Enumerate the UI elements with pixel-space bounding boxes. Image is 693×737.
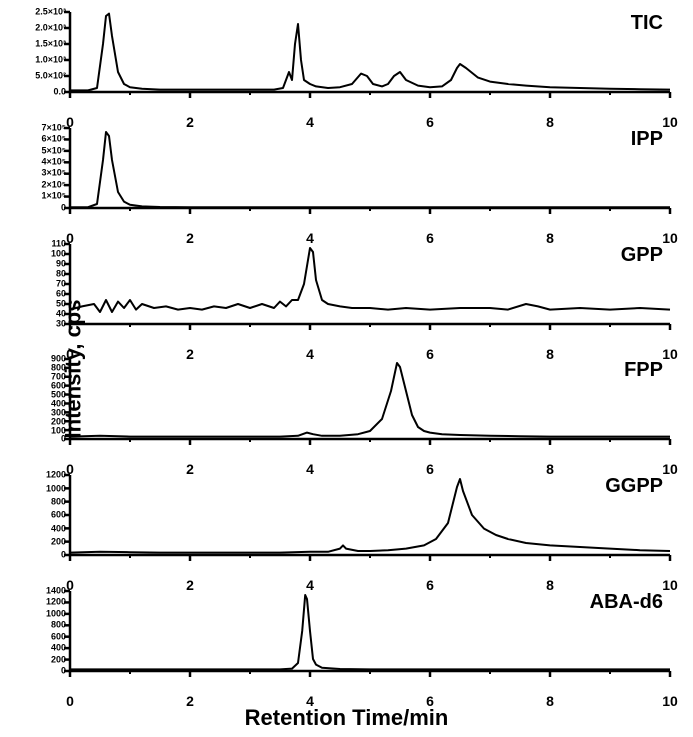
y-tick-label: 2.5×10³	[35, 8, 66, 17]
x-axis-label: Retention Time/min	[245, 705, 449, 731]
y-tick-label: 700	[51, 373, 66, 382]
chromatogram-trace	[70, 479, 670, 553]
y-tick-label: 200	[51, 537, 66, 546]
y-tick-label: 800	[51, 364, 66, 373]
y-tick-label: 80	[56, 269, 66, 278]
y-tick-label: 0.0	[53, 88, 66, 97]
chromatogram-panel: TIC0.05.0×10²1.0×10³1.5×10³2.0×10³2.5×10…	[70, 8, 681, 112]
y-tick-label: 900	[51, 355, 66, 364]
y-tick-label: 50	[56, 299, 66, 308]
panel-plot	[70, 124, 670, 228]
chromatogram-trace	[70, 363, 670, 437]
y-tick-label: 0	[61, 551, 66, 560]
chromatogram-panel: IPP01×10⁵2×10⁵3×10⁵4×10⁵5×10⁵6×10⁵7×10⁵0…	[70, 124, 681, 228]
y-tick-label: 30	[56, 319, 66, 328]
chromatogram-panel: GPP304050607080901001100246810	[70, 240, 681, 344]
y-tick-label: 1000	[46, 484, 66, 493]
y-tick-label: 2×10⁵	[42, 180, 67, 189]
chromatogram-trace	[70, 14, 670, 91]
x-tick-label: 10	[662, 693, 678, 709]
chromatogram-panel: FPP01002003004005006007008009000246810	[70, 355, 681, 459]
panel-plot	[70, 240, 670, 344]
y-tick-labels: 0 200 400 600 800 1000 1200	[16, 471, 68, 575]
y-tick-label: 600	[51, 511, 66, 520]
y-tick-label: 500	[51, 390, 66, 399]
y-tick-label: 0	[61, 666, 66, 675]
y-tick-labels: 30405060708090100110	[16, 240, 68, 344]
y-tick-label: 90	[56, 259, 66, 268]
chromatogram-trace	[70, 595, 670, 669]
panel-label: IPP	[631, 128, 663, 151]
y-tick-label: 1200	[46, 471, 66, 480]
chromatogram-trace	[70, 248, 670, 312]
panel-plot	[70, 471, 670, 575]
y-tick-label: 60	[56, 289, 66, 298]
y-tick-label: 110	[51, 239, 66, 248]
panel-label: TIC	[631, 12, 663, 35]
y-tick-label: 200	[51, 655, 66, 664]
y-tick-label: 200	[51, 417, 66, 426]
x-tick-label: 2	[186, 693, 194, 709]
y-tick-label: 800	[51, 497, 66, 506]
panel-plot	[70, 8, 670, 112]
y-tick-label: 600	[51, 382, 66, 391]
y-tick-label: 400	[51, 644, 66, 653]
panel-label: ABA-d6	[590, 591, 663, 614]
panels-container: TIC0.05.0×10²1.0×10³1.5×10³2.0×10³2.5×10…	[70, 8, 681, 691]
y-tick-label: 6×10⁵	[42, 135, 67, 144]
y-tick-labels: 0100200300400500600700800900	[16, 355, 68, 459]
x-tick-label: 6	[426, 693, 434, 709]
y-tick-label: 1000	[46, 609, 66, 618]
chromatogram-panel: ABA-d602004006008001000120014000246810	[70, 587, 681, 691]
y-tick-label: 0	[61, 203, 66, 212]
y-tick-label: 300	[51, 408, 66, 417]
panel-label: GGPP	[605, 475, 663, 498]
y-tick-label: 40	[56, 309, 66, 318]
y-tick-labels: 0.0 5.0×10² 1.0×10³ 1.5×10³ 2.0×10³ 2.5×10³	[16, 8, 68, 112]
x-tick-label: 0	[66, 693, 74, 709]
y-tick-label: 7×10⁵	[42, 123, 67, 132]
x-tick-label: 8	[546, 693, 554, 709]
y-tick-label: 400	[51, 524, 66, 533]
y-tick-label: 1.0×10³	[35, 56, 66, 65]
y-tick-labels: 0 1×10⁵ 2×10⁵ 3×10⁵ 4×10⁵ 5×10⁵ 6×10⁵ 7×10⁵	[16, 124, 68, 228]
y-tick-label: 70	[56, 279, 66, 288]
y-tick-labels: 0 200 400 600 800 1000 1200 1400	[16, 587, 68, 691]
y-tick-label: 1×10⁵	[42, 192, 67, 201]
y-tick-label: 100	[51, 426, 66, 435]
y-tick-label: 800	[51, 621, 66, 630]
x-tick-labels: 0246810	[70, 693, 681, 707]
panel-plot	[70, 355, 670, 459]
panel-plot	[70, 587, 670, 691]
y-tick-label: 4×10⁵	[42, 158, 67, 167]
y-tick-label: 400	[51, 399, 66, 408]
chromatogram-panel: GGPP0200400600800100012000246810	[70, 471, 681, 575]
x-tick-label: 4	[306, 693, 314, 709]
chromatogram-figure: Intensity, cps Retention Time/min TIC0.0…	[0, 0, 693, 737]
panel-label: FPP	[624, 359, 663, 382]
y-tick-label: 0	[61, 435, 66, 444]
y-tick-label: 5×10⁵	[42, 146, 67, 155]
y-tick-label: 600	[51, 632, 66, 641]
y-tick-label: 3×10⁵	[42, 169, 67, 178]
y-tick-label: 1.5×10³	[35, 40, 66, 49]
y-tick-label: 2.0×10³	[35, 24, 66, 33]
y-tick-label: 100	[51, 249, 66, 258]
y-tick-label: 1200	[46, 598, 66, 607]
y-tick-label: 1400	[46, 586, 66, 595]
chromatogram-trace	[70, 132, 670, 207]
y-tick-label: 5.0×10²	[35, 72, 66, 81]
panel-label: GPP	[621, 244, 663, 267]
